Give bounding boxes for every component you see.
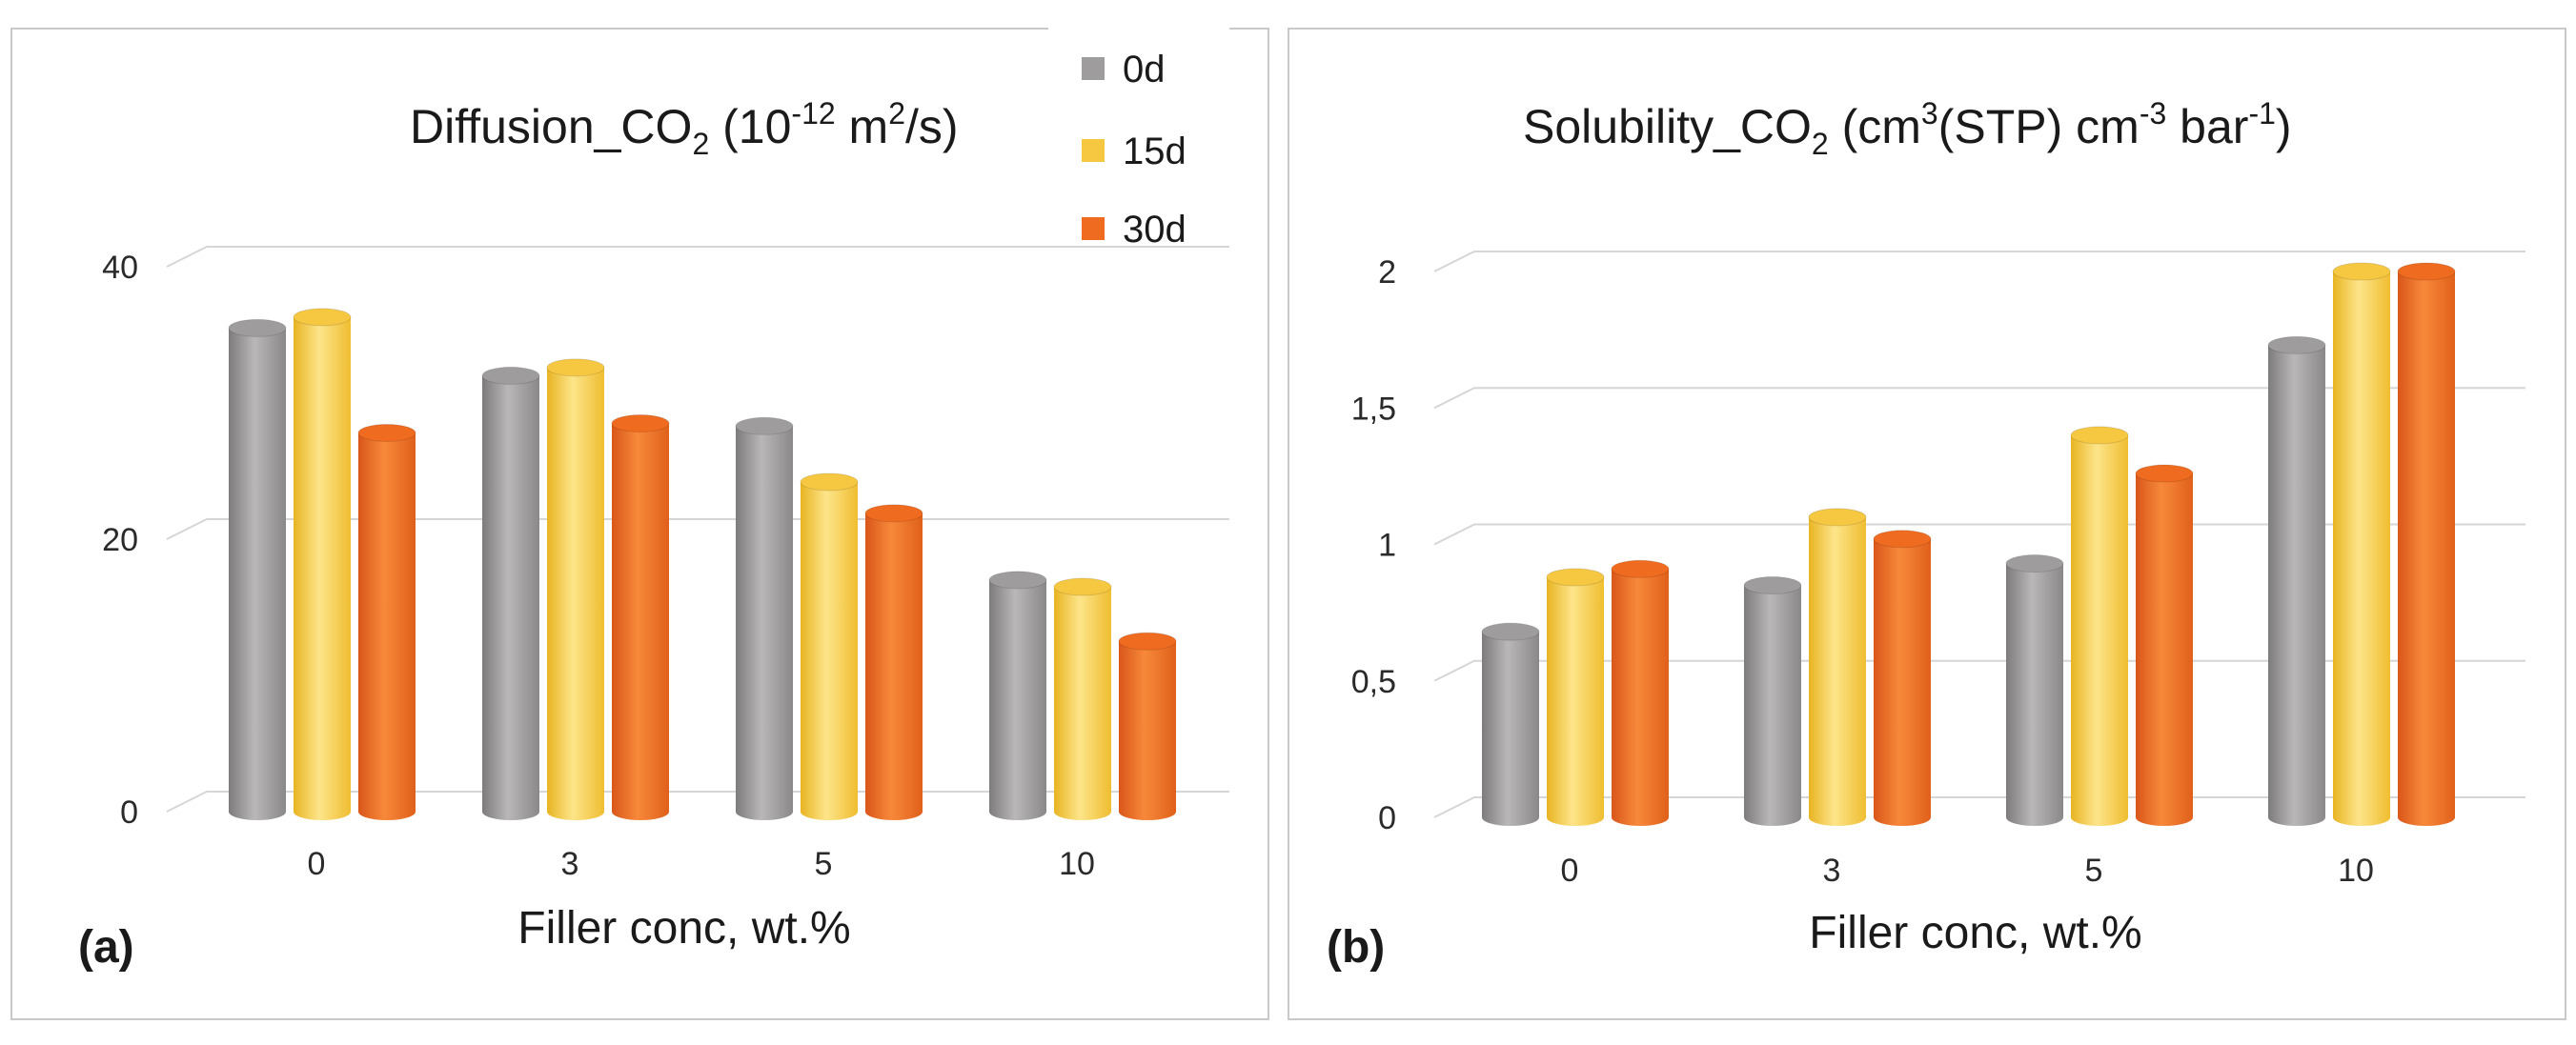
x-tick-label: 3 <box>1823 853 1841 889</box>
y-tick-label: 20 <box>102 522 138 558</box>
chart-a-title: Diffusion_CO2 (10-12 m2/s) <box>410 96 959 161</box>
bar-30d-0 <box>1611 559 1670 826</box>
legend-swatch-30d <box>1082 217 1105 240</box>
bar-15d-5 <box>800 472 859 820</box>
bar-30d-5 <box>864 504 923 820</box>
y-tick-label: 1 <box>1378 528 1396 564</box>
y-tick-label: 1,5 <box>1351 391 1396 427</box>
bar-15d-10 <box>2332 262 2391 826</box>
bar-0d-5 <box>2005 554 2064 826</box>
bar-30d-10 <box>1118 632 1177 820</box>
x-tick-label: 10 <box>1059 846 1095 882</box>
bar-0d-10 <box>988 571 1047 820</box>
legend: 0d 15d 30d <box>1082 49 1187 251</box>
bar-15d-3 <box>1808 508 1867 826</box>
x-tick-label: 5 <box>2085 853 2103 889</box>
bar-0d-10 <box>2267 335 2326 826</box>
bar-0d-5 <box>735 416 794 820</box>
legend-label-15d: 15d <box>1123 131 1187 172</box>
bar-0d-3 <box>481 366 540 820</box>
chart-b-panel-label: (b) <box>1327 922 1385 973</box>
y-tick-label: 0 <box>120 794 138 831</box>
bar-30d-3 <box>1873 530 1932 826</box>
legend-swatch-0d <box>1082 57 1105 80</box>
legend-label-30d: 30d <box>1123 209 1187 251</box>
bar-30d-0 <box>357 423 416 820</box>
y-tick-label: 2 <box>1378 254 1396 291</box>
chart-a-panel-label: (a) <box>78 922 134 973</box>
bar-0d-0 <box>228 318 287 820</box>
y-tick-label: 0 <box>1378 800 1396 836</box>
legend-swatch-15d <box>1082 139 1105 162</box>
bar-15d-0 <box>293 308 352 820</box>
bar-30d-3 <box>611 413 670 820</box>
legend-backdrop <box>1048 21 1229 250</box>
x-tick-label: 3 <box>561 846 579 882</box>
chart-a-diffusion: 0 20 40 0 3 5 10 Diffusion_CO2 (10-12 m2/s) F… <box>10 21 1269 1020</box>
gridline <box>1433 251 2525 272</box>
legend-label-0d: 0d <box>1123 49 1166 90</box>
x-tick-label: 10 <box>2338 853 2374 889</box>
bar-15d-10 <box>1053 577 1112 820</box>
bar-15d-0 <box>1546 568 1605 826</box>
gridline <box>166 246 1229 268</box>
chart-b-xlabel: Filler conc, wt.% <box>1809 908 2141 958</box>
gridline <box>1433 387 2525 410</box>
bar-15d-5 <box>2070 426 2129 826</box>
bar-15d-3 <box>546 358 605 820</box>
x-tick-label: 0 <box>1561 853 1579 889</box>
bar-30d-5 <box>2135 464 2194 826</box>
x-tick-label: 0 <box>308 846 326 882</box>
x-tick-label: 5 <box>815 846 833 882</box>
chart-a-xlabel: Filler conc, wt.% <box>517 903 850 954</box>
bar-0d-0 <box>1481 622 1540 826</box>
bar-30d-10 <box>2397 262 2456 826</box>
y-tick-label: 0,5 <box>1351 664 1396 700</box>
chart-b-title: Solubility_CO2 (cm3(STP) cm-3 bar-1) <box>1523 96 2292 161</box>
bar-0d-3 <box>1743 575 1802 826</box>
chart-b-solubility: 0 0,5 1 1,5 2 0 3 5 10 Solubility_CO2 (cm3(STP)… <box>1288 28 2566 1020</box>
y-tick-label: 40 <box>102 250 138 286</box>
